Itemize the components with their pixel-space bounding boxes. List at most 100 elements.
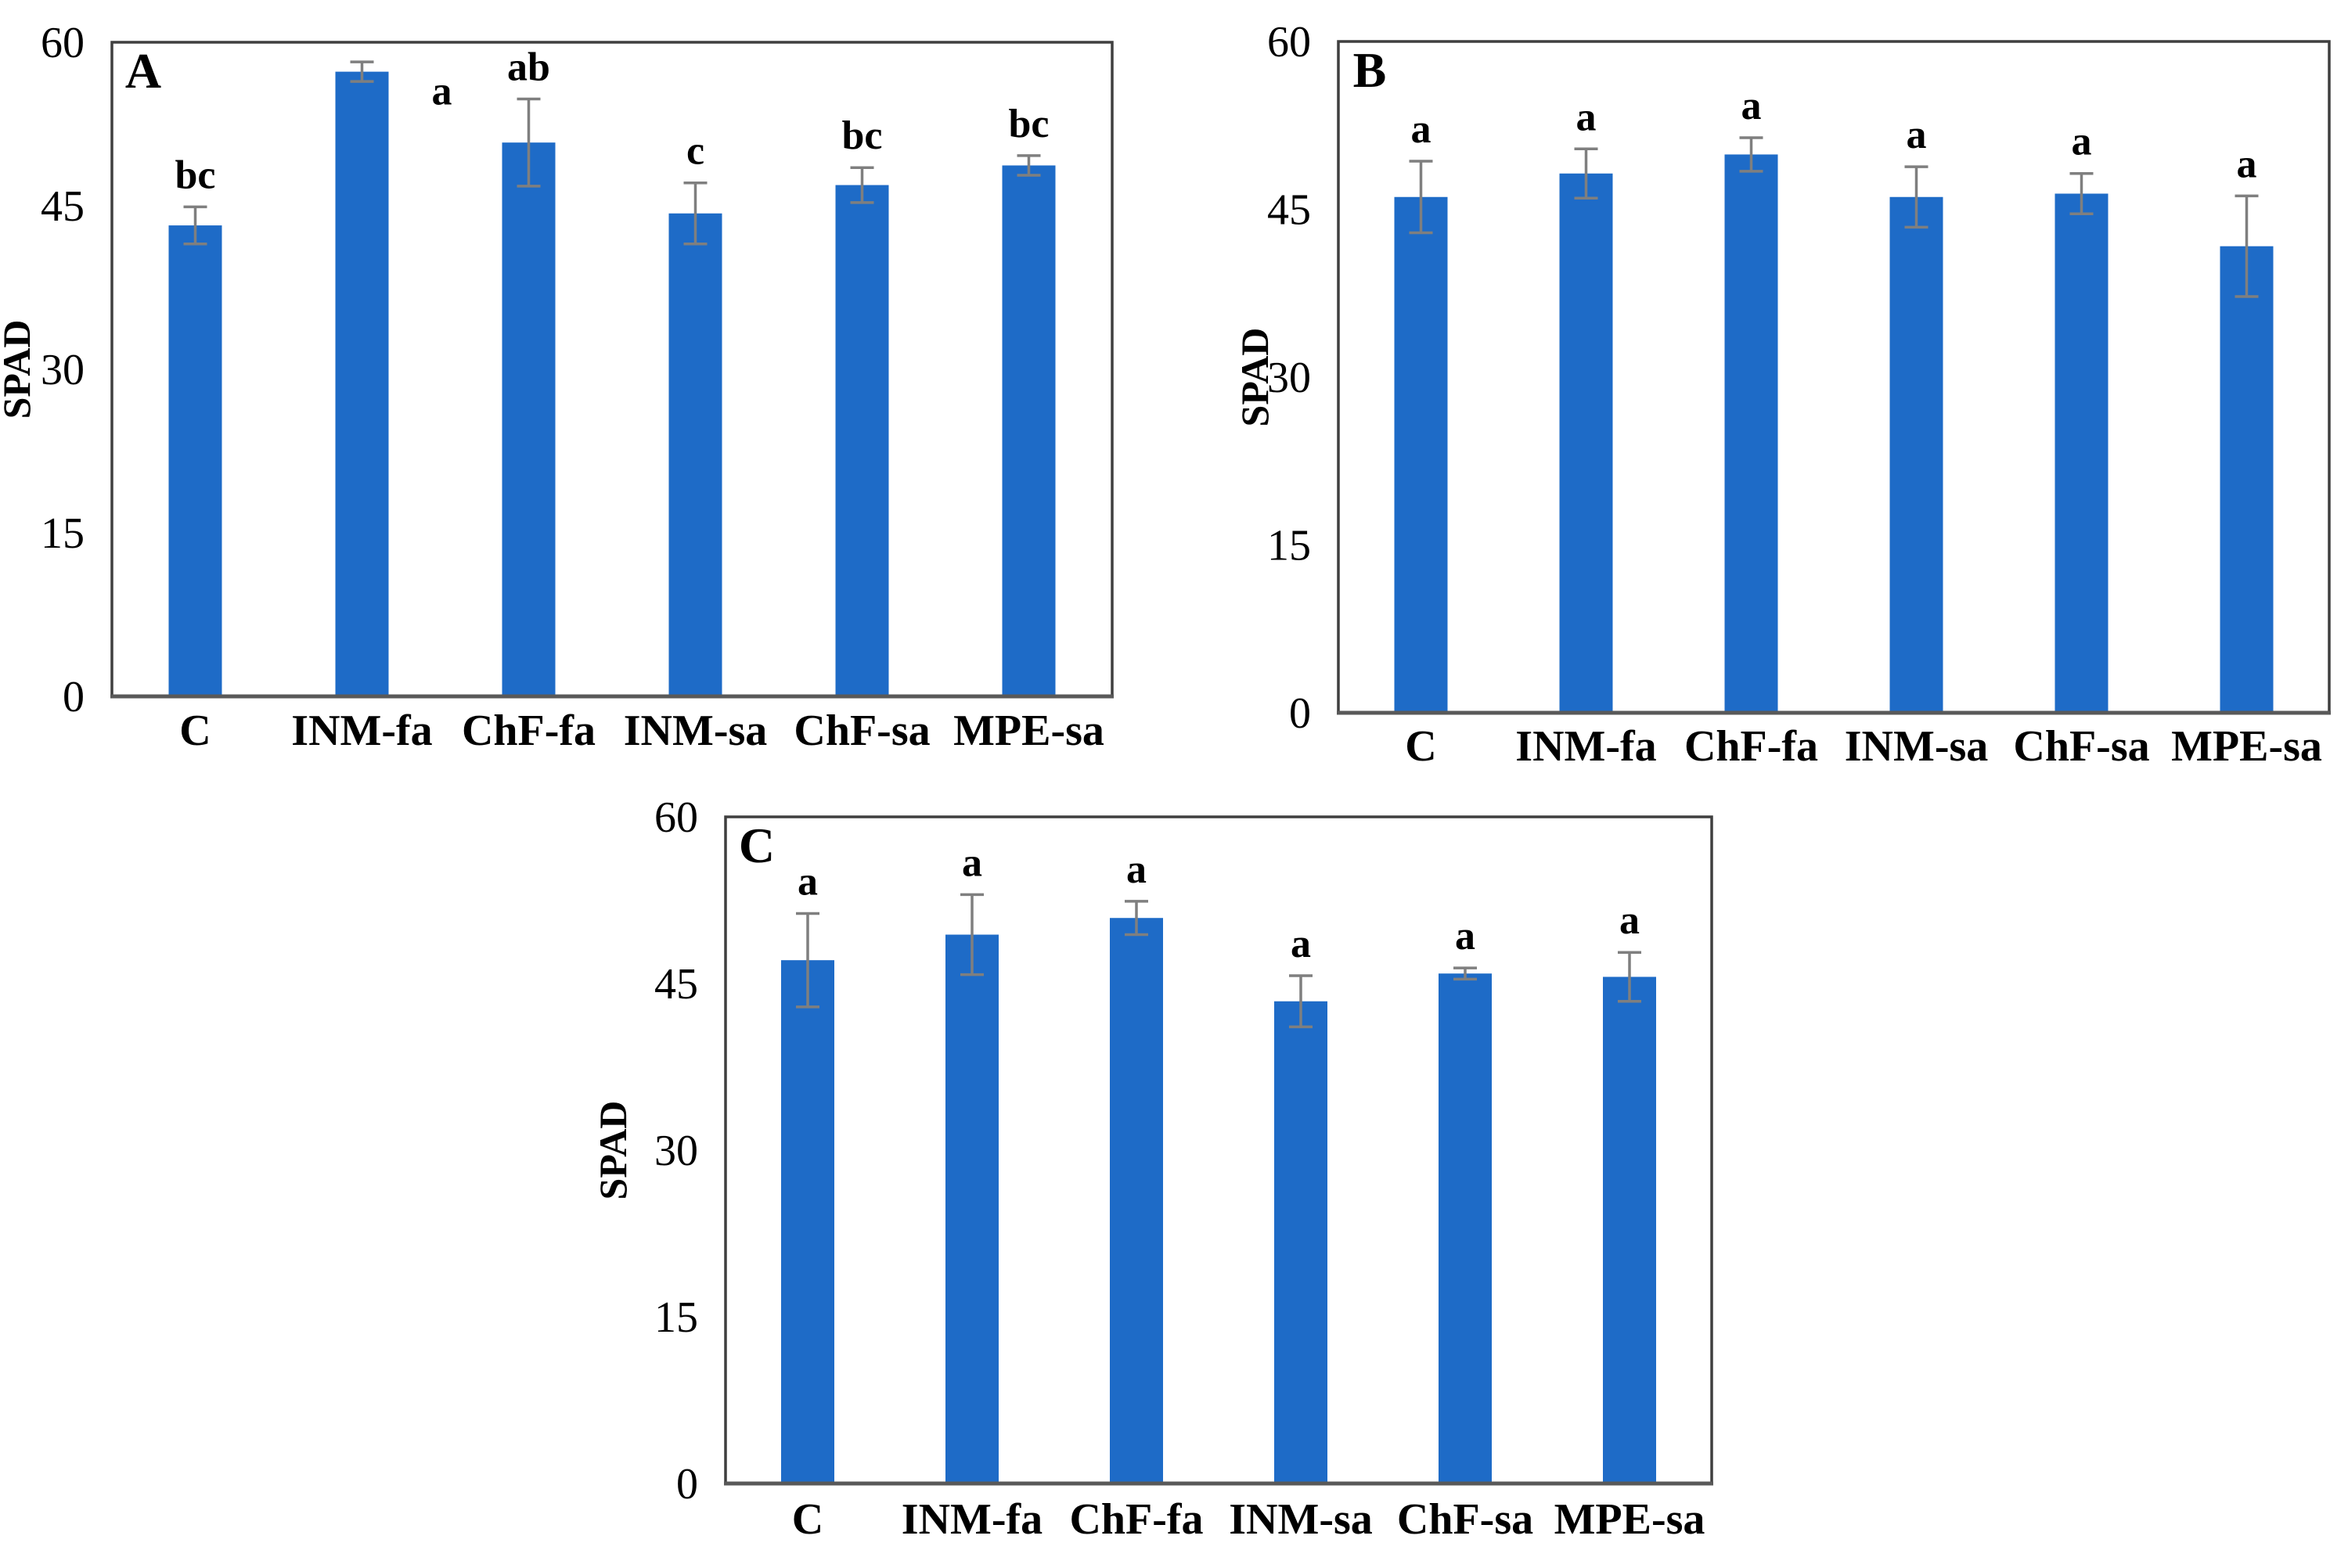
x-category-label-A-INM-fa: INM-fa: [291, 707, 432, 755]
x-category-label-B-ChF-sa: ChF-sa: [2013, 722, 2149, 771]
y-tick-label-60: 60: [654, 793, 698, 842]
x-category-label-B-ChF-fa: ChF-fa: [1684, 722, 1818, 771]
x-category-label-A-MPE-sa: MPE-sa: [953, 707, 1104, 755]
x-category-label-B-INM-sa: INM-sa: [1845, 722, 1989, 771]
chart-panel-B: 0 15 30 45 60 SPAD Ba Ca INM-fa a ChF-fa a INM-sa a Ch…: [1233, 18, 2331, 771]
sig-letter-B-ChF-sa: a: [2072, 120, 2092, 164]
chart-panel-A: 0 15 30 45 60 SPAD Abc Ca INM-fa ab ChF-fa c INM-sa b…: [0, 19, 1114, 755]
plot-area-border: [1337, 40, 2331, 714]
sig-letter-A-INM-fa: a: [432, 70, 452, 114]
bar-B-INM-sa: [1889, 196, 1943, 713]
sig-letter-B-ChF-fa: a: [1741, 84, 1762, 128]
y-axis-title: SPAD: [1233, 328, 1277, 427]
x-category-label-A-ChF-sa: ChF-sa: [794, 707, 930, 755]
panel-letter-A: A: [125, 43, 161, 99]
error-bar-B-ChF-sa: [2069, 171, 2094, 215]
x-category-label-C-ChF-sa: ChF-sa: [1397, 1495, 1533, 1544]
bar-A-INM-sa: [668, 213, 722, 697]
error-bar-A-ChF-sa: [850, 166, 874, 204]
x-category-label-B-MPE-sa: MPE-sa: [2171, 722, 2322, 771]
error-bar-B-C: [1409, 160, 1433, 235]
bar-B-INM-fa: [1559, 173, 1613, 714]
bar-C-ChF-sa: [1439, 973, 1492, 1483]
x-category-label-B-INM-fa: INM-fa: [1515, 722, 1656, 771]
sig-letter-A-C: bc: [175, 153, 216, 197]
bar-C-ChF-fa: [1110, 918, 1163, 1483]
error-bar-B-INM-fa: [1574, 147, 1598, 200]
x-category-label-B-C: C: [1405, 722, 1436, 771]
error-bar-B-MPE-sa: [2235, 194, 2259, 298]
plot-area-border: [724, 815, 1713, 1485]
y-tick-label-15: 15: [654, 1293, 698, 1342]
sig-letter-B-INM-sa: a: [1907, 113, 1927, 157]
bar-A-MPE-sa: [1002, 165, 1056, 697]
sig-letter-A-MPE-sa: bc: [1009, 102, 1050, 146]
error-bar-A-INM-fa: [350, 60, 374, 83]
x-category-label-A-ChF-fa: ChF-fa: [462, 707, 596, 755]
y-tick-label-45: 45: [41, 182, 85, 231]
y-tick-label-60: 60: [1267, 18, 1311, 67]
x-category-label-C-INM-sa: INM-sa: [1229, 1495, 1373, 1544]
plot-area-border: [110, 41, 1114, 698]
sig-letter-C-C: a: [798, 860, 818, 904]
y-tick-label-15: 15: [41, 509, 85, 558]
sig-letter-B-C: a: [1411, 107, 1431, 152]
bar-A-C: [168, 225, 222, 697]
bar-C-INM-sa: [1274, 1001, 1327, 1483]
sig-letter-C-INM-sa: a: [1291, 922, 1311, 966]
sig-letter-A-ChF-sa: bc: [842, 113, 883, 158]
x-category-label-C-ChF-fa: ChF-fa: [1069, 1495, 1203, 1544]
y-tick-label-30: 30: [41, 346, 85, 394]
error-bar-A-C: [183, 205, 207, 246]
sig-letter-A-ChF-fa: ab: [507, 45, 550, 89]
bar-A-ChF-sa: [835, 185, 889, 696]
y-tick-label-30: 30: [654, 1127, 698, 1175]
error-bar-C-C: [796, 912, 819, 1009]
x-category-label-C-INM-fa: INM-fa: [902, 1495, 1043, 1544]
bar-C-C: [781, 960, 834, 1483]
x-category-label-C-MPE-sa: MPE-sa: [1554, 1495, 1705, 1544]
bar-B-MPE-sa: [2220, 246, 2274, 713]
sig-letter-C-ChF-fa: a: [1126, 847, 1147, 892]
sig-letter-C-MPE-sa: a: [1619, 898, 1640, 943]
sig-letter-B-INM-fa: a: [1576, 95, 1597, 139]
panel-letter-C: C: [739, 818, 775, 873]
y-tick-label-45: 45: [1267, 186, 1311, 235]
y-tick-label-30: 30: [1267, 354, 1311, 402]
error-bar-C-INM-fa: [960, 893, 984, 976]
y-tick-label-45: 45: [654, 960, 698, 1009]
bar-B-ChF-fa: [1724, 154, 1778, 713]
bar-B-C: [1394, 196, 1448, 713]
x-category-label-A-C: C: [179, 707, 211, 755]
sig-letter-B-MPE-sa: a: [2237, 142, 2257, 186]
y-tick-label-0: 0: [676, 1460, 698, 1509]
y-tick-label-60: 60: [41, 19, 85, 67]
chart-panel-C: 015304560SPADCaCaINM-faaChF-faaINM-saaCh…: [591, 793, 1713, 1544]
sig-letter-A-INM-sa: c: [686, 129, 704, 174]
y-axis-title: SPAD: [591, 1101, 635, 1200]
x-category-label-C-C: C: [792, 1495, 823, 1544]
error-bar-B-INM-sa: [1904, 165, 1928, 229]
error-bar-A-MPE-sa: [1017, 154, 1041, 177]
error-bar-A-INM-sa: [683, 181, 708, 246]
error-bar-C-INM-sa: [1289, 974, 1313, 1029]
x-category-label-A-INM-sa: INM-sa: [624, 707, 768, 755]
y-axis-title: SPAD: [0, 320, 38, 419]
sig-letter-C-ChF-sa: a: [1455, 914, 1475, 958]
error-bar-A-ChF-fa: [517, 97, 541, 188]
error-bar-C-MPE-sa: [1618, 951, 1641, 1003]
bar-C-MPE-sa: [1603, 976, 1656, 1483]
y-tick-label-15: 15: [1267, 522, 1311, 570]
bar-B-ChF-sa: [2054, 193, 2109, 714]
bar-C-INM-fa: [945, 934, 999, 1483]
y-tick-label-0: 0: [1289, 689, 1311, 738]
sig-letter-C-INM-fa: a: [962, 840, 982, 885]
error-bar-C-ChF-fa: [1125, 900, 1148, 937]
error-bar-B-ChF-fa: [1739, 136, 1763, 173]
error-bar-C-ChF-sa: [1453, 966, 1477, 981]
bar-A-ChF-fa: [502, 142, 556, 697]
bar-A-INM-fa: [335, 71, 389, 697]
y-tick-label-0: 0: [63, 673, 85, 721]
